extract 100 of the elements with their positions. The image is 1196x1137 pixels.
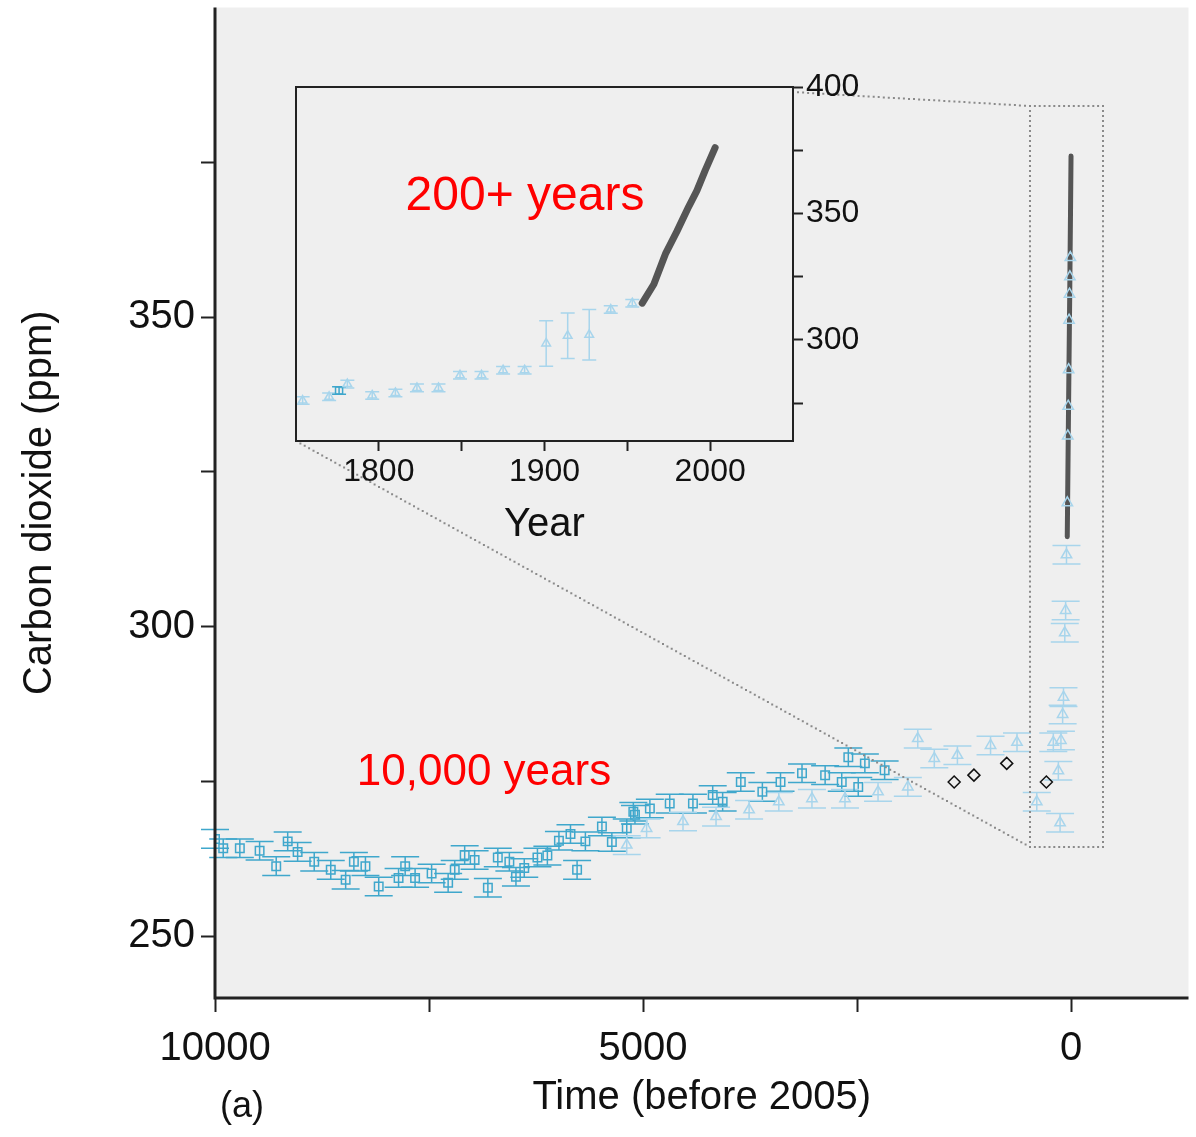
point [1039, 775, 1054, 789]
point [836, 776, 847, 787]
point [710, 809, 722, 821]
point [360, 861, 371, 872]
y-tick-label: 300 [806, 319, 860, 356]
point [572, 864, 583, 875]
point [325, 864, 336, 875]
point [1061, 496, 1074, 507]
point [853, 781, 864, 792]
x-tick-label: 0 [1060, 1024, 1083, 1069]
point [393, 872, 404, 883]
point [218, 843, 229, 854]
point [234, 843, 245, 854]
point [348, 856, 359, 867]
point [775, 776, 786, 787]
point [1030, 795, 1043, 806]
x-tick-label: 1800 [343, 452, 415, 489]
point [687, 798, 698, 809]
point [1057, 690, 1070, 701]
point [707, 789, 718, 800]
point [984, 738, 997, 750]
point [901, 780, 914, 791]
x-axis-title: Year [504, 500, 585, 545]
x-tick-label: 10000 [159, 1024, 271, 1069]
point [1059, 603, 1072, 615]
annotation: 10,000 years [356, 745, 612, 795]
point [640, 821, 653, 833]
point [1063, 270, 1076, 281]
point [492, 852, 503, 863]
point [562, 330, 573, 340]
point [482, 882, 493, 893]
point [541, 337, 552, 347]
y-tick-label: 350 [128, 292, 195, 337]
point [254, 845, 265, 856]
point [717, 796, 728, 807]
point [606, 837, 617, 847]
point [743, 803, 756, 814]
point [584, 329, 595, 339]
point [677, 814, 689, 826]
y-axis-title: Carbon dioxide (ppm) [15, 310, 60, 696]
point [1056, 707, 1069, 719]
point [271, 861, 282, 872]
text: (a) [220, 1083, 264, 1125]
x-tick-label: 1900 [508, 452, 581, 489]
point [735, 776, 746, 787]
point [1061, 429, 1074, 440]
point [443, 877, 454, 888]
point [843, 752, 854, 763]
point [620, 838, 633, 849]
x-axis-title: Time (before 2005) [532, 1073, 872, 1118]
point [1063, 287, 1076, 298]
point [340, 874, 351, 885]
point [999, 756, 1014, 771]
y-tick-label: 350 [806, 193, 860, 230]
point [1011, 735, 1023, 747]
point [469, 854, 480, 865]
point [1063, 313, 1076, 324]
point [504, 856, 515, 867]
point [911, 731, 924, 743]
point [1054, 733, 1067, 745]
point [772, 795, 785, 806]
point [664, 798, 675, 809]
point [459, 850, 470, 860]
point [1047, 735, 1060, 747]
point [1064, 250, 1077, 262]
point [1058, 626, 1071, 637]
y-tick-label: 300 [128, 601, 195, 646]
point [519, 863, 530, 873]
point [1062, 362, 1075, 374]
point [879, 765, 890, 776]
y-tick-label: 400 [806, 66, 860, 103]
point [542, 850, 553, 861]
point [292, 846, 303, 857]
point [839, 791, 851, 803]
point [1052, 764, 1065, 775]
point [565, 828, 576, 839]
point [373, 881, 384, 892]
point [872, 785, 884, 796]
point [426, 868, 437, 879]
point [644, 803, 655, 814]
point [532, 852, 543, 863]
point [951, 748, 964, 760]
point [806, 791, 818, 803]
point [510, 871, 521, 882]
point [580, 836, 591, 847]
point [309, 856, 320, 867]
point [947, 775, 961, 789]
point [621, 823, 632, 834]
point [967, 768, 981, 782]
point [1060, 548, 1073, 559]
x-tick-label: 2000 [674, 452, 746, 489]
point [859, 758, 870, 769]
point [797, 768, 807, 779]
point [410, 872, 421, 883]
point [553, 835, 564, 846]
point [282, 836, 293, 847]
point [820, 770, 831, 781]
y-tick-label: 250 [128, 911, 195, 956]
point [757, 786, 768, 797]
x-tick-label: 5000 [598, 1024, 688, 1069]
